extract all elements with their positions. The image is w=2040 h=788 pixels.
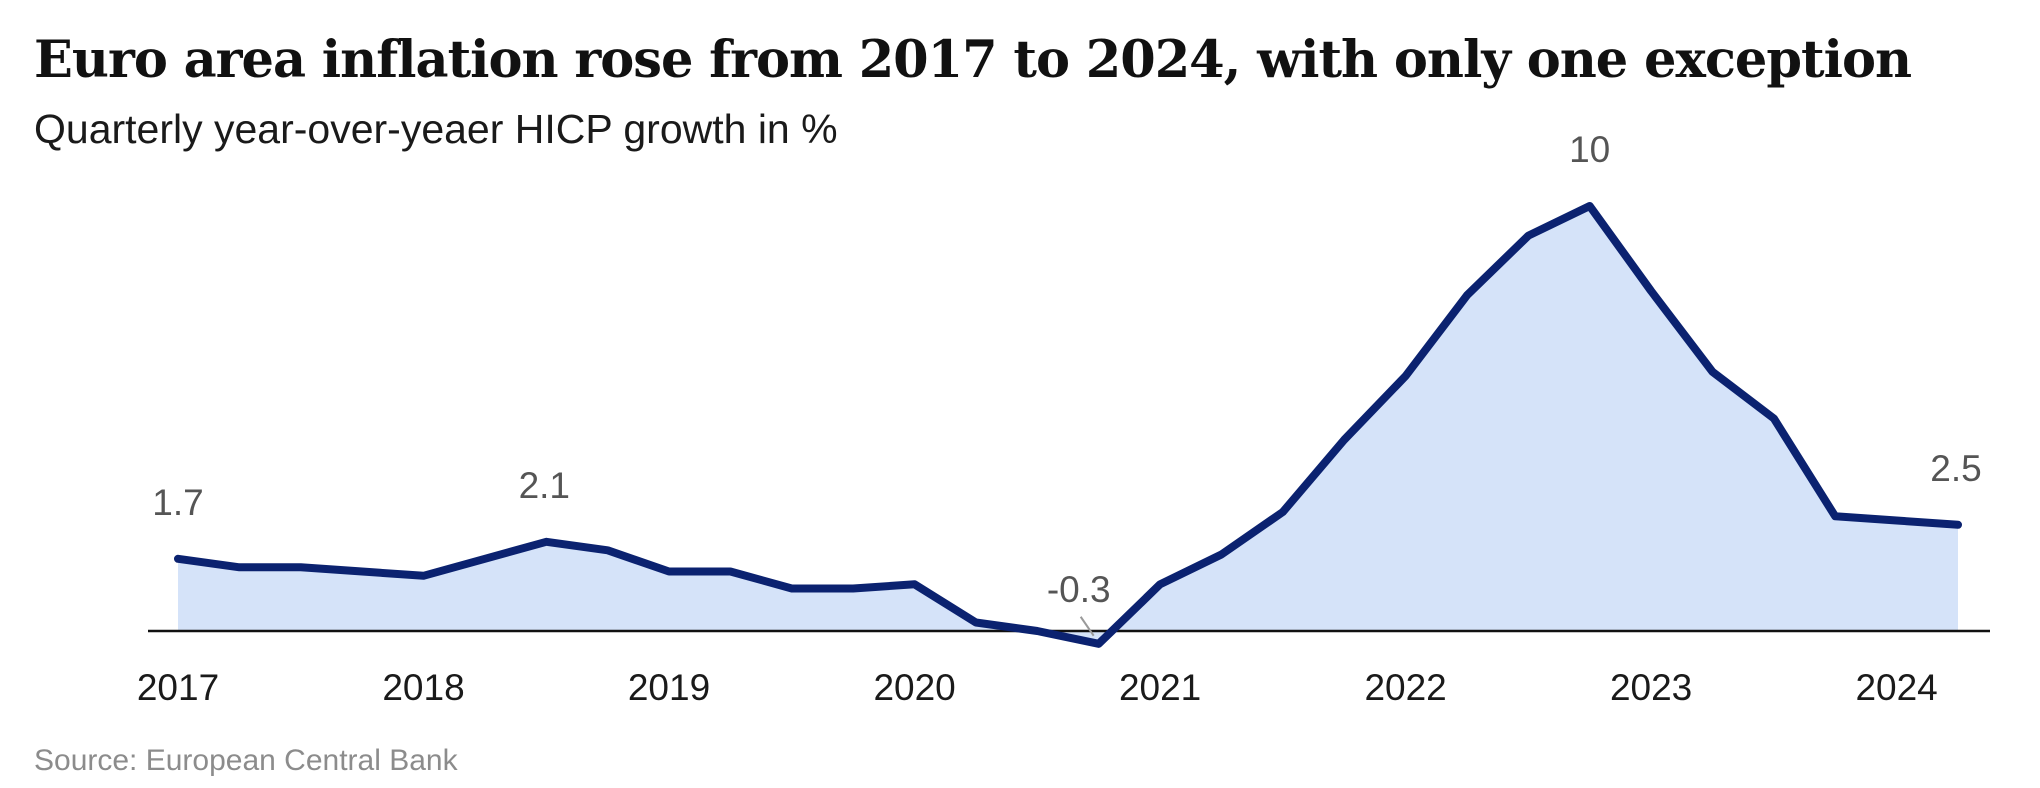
data-point: [1217, 551, 1225, 559]
data-point: [174, 555, 182, 563]
data-point: [726, 568, 734, 576]
data-label: -0.3: [1047, 569, 1111, 610]
data-point: [788, 585, 796, 593]
data-point: [1463, 291, 1471, 299]
data-point: [1831, 512, 1839, 520]
data-label: 2.1: [519, 465, 570, 506]
source-note: Source: European Central Bank: [34, 744, 458, 777]
data-point: [911, 580, 919, 588]
data-point: [1709, 368, 1717, 376]
data-label: 10: [1569, 129, 1610, 170]
data-point: [1954, 521, 1962, 529]
data-point: [1340, 436, 1348, 444]
data-label: 1.7: [152, 482, 203, 523]
data-point: [1893, 517, 1901, 525]
x-tick-label: 2017: [137, 667, 219, 708]
data-point: [481, 555, 489, 563]
data-point: [542, 538, 550, 546]
series-area: [178, 206, 1958, 644]
data-point: [1402, 372, 1410, 380]
data-point: [1156, 580, 1164, 588]
data-point: [1095, 640, 1103, 648]
x-tick-label: 2021: [1119, 667, 1201, 708]
data-point: [1279, 508, 1287, 516]
data-point: [297, 563, 305, 571]
x-tick-label: 2023: [1610, 667, 1692, 708]
data-point: [358, 568, 366, 576]
x-tick-label: 2019: [628, 667, 710, 708]
chart-subtitle: Quarterly year-over-yeaer HICP growth in…: [34, 106, 838, 152]
annotation-leader: [1079, 616, 1095, 637]
data-point: [665, 568, 673, 576]
data-point: [1647, 287, 1655, 295]
data-point: [604, 546, 612, 554]
series-line: [174, 202, 1962, 648]
x-tick-label: 2024: [1855, 667, 1937, 708]
data-point: [849, 585, 857, 593]
x-tick-label: 2022: [1364, 667, 1446, 708]
data-point: [1524, 232, 1532, 240]
x-tick-label: 2020: [873, 667, 955, 708]
data-point: [420, 572, 428, 580]
chart-title: Euro area inflation rose from 2017 to 20…: [34, 30, 1912, 90]
x-tick-label: 2018: [382, 667, 464, 708]
data-point: [1770, 415, 1778, 423]
data-point: [1586, 202, 1594, 210]
data-point: [235, 563, 243, 571]
data-label: 2.5: [1930, 448, 1981, 489]
data-point: [972, 619, 980, 627]
data-point: [1033, 627, 1041, 635]
